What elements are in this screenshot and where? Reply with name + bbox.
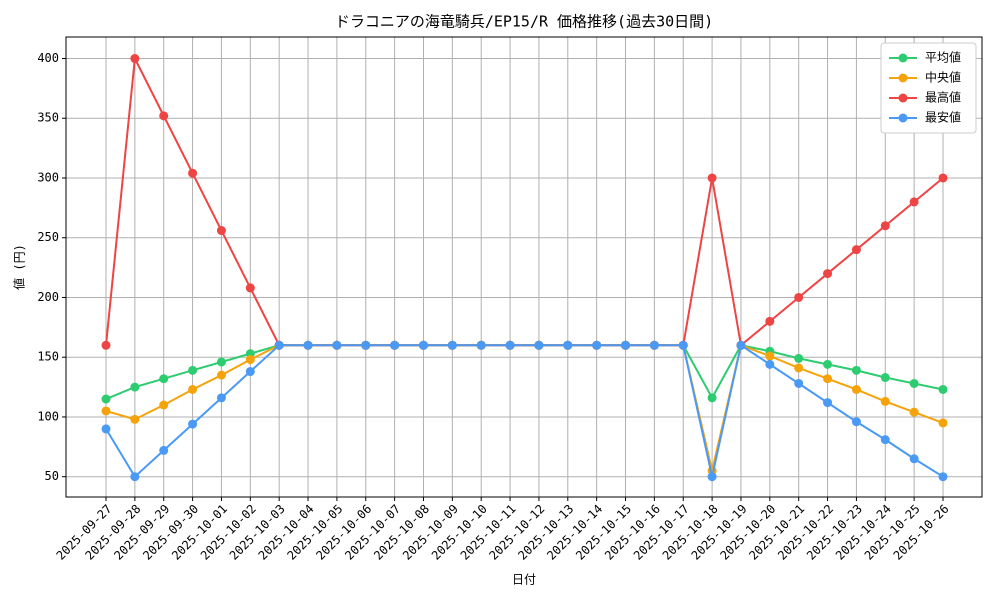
legend-label: 中央値 (925, 70, 961, 85)
data-point (707, 393, 717, 403)
series-line (105, 343, 944, 479)
data-point (245, 355, 255, 365)
y-tick-label: 100 (37, 409, 59, 423)
data-point (938, 472, 948, 482)
data-point (101, 406, 111, 416)
chart-title: ドラコニアの海竜騎兵/EP15/R 価格推移(過去30日間) (335, 13, 713, 31)
data-point (216, 357, 226, 367)
series-line (105, 344, 944, 400)
data-point (649, 340, 659, 350)
legend-marker (898, 73, 908, 83)
data-point (447, 340, 457, 350)
data-point (216, 226, 226, 236)
data-point (851, 384, 861, 394)
data-point (823, 398, 833, 408)
data-point (245, 367, 255, 377)
data-point (418, 340, 428, 350)
data-point (765, 351, 775, 361)
data-point (101, 394, 111, 404)
data-point (390, 340, 400, 350)
data-point (880, 221, 890, 231)
data-point (188, 168, 198, 178)
data-point (765, 359, 775, 369)
data-point (274, 340, 284, 350)
data-point (101, 340, 111, 350)
legend-marker (898, 53, 908, 63)
legend-label: 平均値 (925, 50, 961, 65)
data-point (938, 173, 948, 183)
legend-marker (898, 113, 908, 123)
data-point (823, 374, 833, 384)
data-point (823, 269, 833, 279)
data-point (245, 283, 255, 293)
data-point (188, 419, 198, 429)
data-point (332, 340, 342, 350)
legend-marker (898, 93, 908, 103)
data-point (707, 472, 717, 482)
series-line (105, 343, 944, 471)
y-tick-label: 50 (45, 469, 59, 483)
data-point (938, 384, 948, 394)
data-point (707, 173, 717, 183)
data-point (851, 365, 861, 375)
data-point (476, 340, 486, 350)
data-point (505, 340, 515, 350)
data-point (130, 54, 140, 64)
y-tick-label: 250 (37, 230, 59, 244)
data-point (216, 393, 226, 403)
data-point (794, 353, 804, 363)
data-point (101, 424, 111, 434)
series-line (105, 54, 944, 348)
y-axis-label: 値 (円) (12, 244, 27, 290)
data-point (909, 197, 919, 207)
data-point (159, 445, 169, 455)
y-tick-label: 350 (37, 111, 59, 125)
data-point (592, 340, 602, 350)
data-point (880, 435, 890, 445)
data-point (909, 407, 919, 417)
data-point (765, 316, 775, 326)
y-tick-label: 300 (37, 170, 59, 184)
data-point (736, 340, 746, 350)
data-point (563, 340, 573, 350)
data-point (880, 373, 890, 383)
data-point (851, 245, 861, 255)
y-tick-label: 200 (37, 290, 59, 304)
data-point (909, 378, 919, 388)
legend-box (880, 42, 977, 134)
legend-label: 最安値 (925, 110, 961, 125)
data-point (159, 111, 169, 121)
data-point (188, 384, 198, 394)
data-point (159, 374, 169, 384)
data-point (188, 365, 198, 375)
data-point (159, 400, 169, 410)
data-point (130, 472, 140, 482)
y-tick-label: 400 (37, 51, 59, 65)
data-point (678, 340, 688, 350)
data-point (303, 340, 313, 350)
data-point (361, 340, 371, 350)
data-point (621, 340, 631, 350)
data-point (909, 454, 919, 464)
data-point (216, 370, 226, 380)
data-point (794, 363, 804, 373)
y-tick-label: 150 (37, 350, 59, 364)
data-point (130, 382, 140, 392)
x-axis-label: 日付 (512, 573, 536, 587)
data-point (130, 414, 140, 424)
data-point (880, 396, 890, 406)
data-point (823, 359, 833, 369)
data-point (938, 418, 948, 428)
data-point (794, 292, 804, 302)
legend-label: 最高値 (925, 90, 961, 105)
data-point (851, 417, 861, 427)
plot-frame (65, 36, 983, 498)
data-point (794, 378, 804, 388)
data-point (534, 340, 544, 350)
